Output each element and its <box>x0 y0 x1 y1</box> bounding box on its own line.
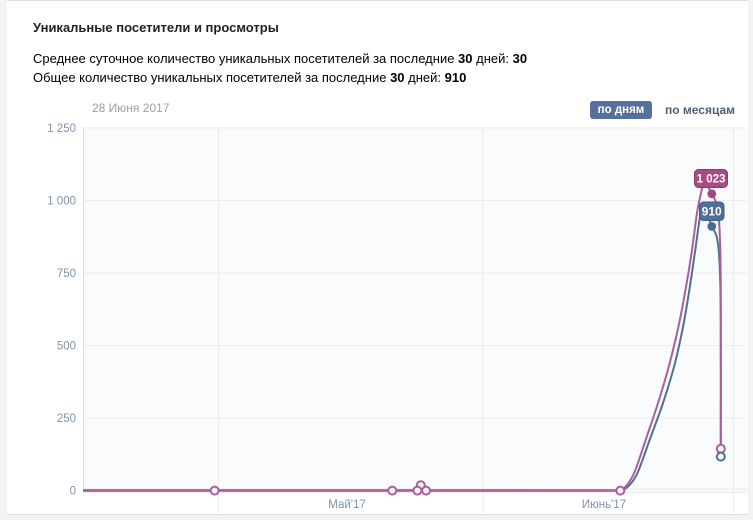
svg-text:1 000: 1 000 <box>47 196 76 208</box>
svg-text:910: 910 <box>702 205 722 219</box>
svg-text:0: 0 <box>70 486 76 498</box>
svg-text:1 250: 1 250 <box>47 123 76 135</box>
svg-text:Июнь'17: Июнь'17 <box>582 499 626 511</box>
svg-text:Май'17: Май'17 <box>328 499 366 511</box>
svg-text:750: 750 <box>57 268 76 280</box>
svg-text:1 023: 1 023 <box>697 174 726 186</box>
svg-text:500: 500 <box>57 341 76 353</box>
svg-text:250: 250 <box>57 413 76 425</box>
